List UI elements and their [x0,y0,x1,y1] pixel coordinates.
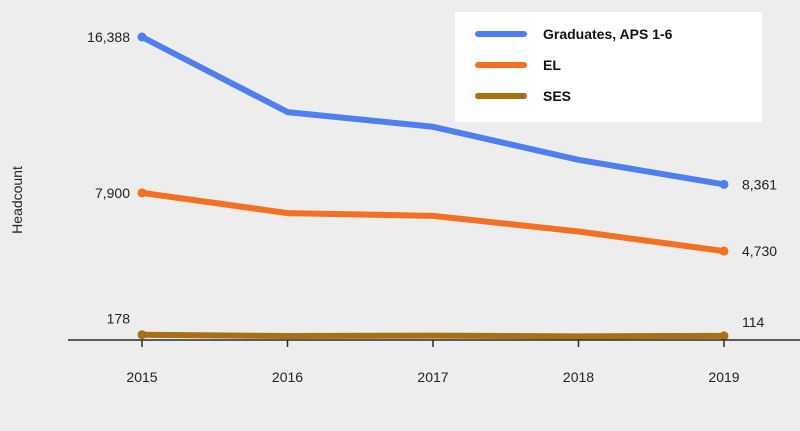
data-label-first: 7,900 [95,185,130,201]
series-line [139,34,727,188]
data-label-last: 4,730 [742,243,777,259]
x-tick-label: 2017 [417,369,448,385]
series-2: 178 114 [107,311,765,341]
data-point [137,32,147,42]
legend-label: EL [543,57,561,73]
data-point [719,179,729,189]
data-point [719,246,729,256]
x-axis-ticks: 2015 2016 2017 2018 2019 [126,340,740,385]
data-label-first: 16,388 [87,29,130,45]
legend-label: SES [543,88,571,104]
x-tick-label: 2018 [563,369,594,385]
x-tick-label: 2015 [126,369,157,385]
series-1: 7,900 4,730 [95,185,777,259]
series-line [139,189,727,255]
legend: Graduates, APS 1-6 EL SES [455,12,762,122]
x-tick-label: 2016 [272,369,303,385]
data-label-last: 114 [742,314,765,330]
data-point [137,188,147,198]
plot-area: 16,388 8,361 7,900 4,730 178 114 [87,29,777,341]
series-0: 16,388 8,361 [87,29,777,192]
x-tick-label: 2019 [708,369,739,385]
data-label-last: 8,361 [742,176,777,192]
data-label-first: 178 [107,311,131,327]
data-point [137,330,147,340]
legend-label: Graduates, APS 1-6 [543,26,673,42]
data-point [719,331,729,341]
series-line [139,331,727,340]
y-axis-title: Headcount [9,166,25,234]
